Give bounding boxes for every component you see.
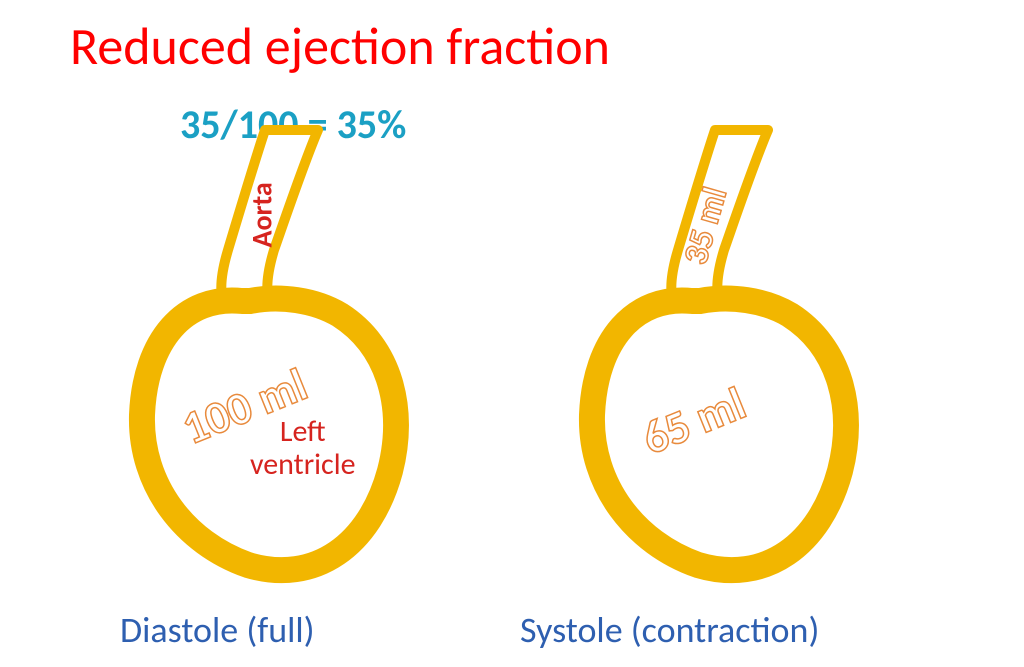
aorta-label: Aorta [245,182,280,247]
diastole-caption: Diastole (full) [120,608,315,652]
ventricle-label-l2: ventricle [250,446,356,483]
ventricle-label-l1: Left [280,413,326,450]
page-title: Reduced ejection fraction [70,14,610,78]
diagram-stage: Reduced ejection fraction 35/100 = 35% A… [0,0,1024,667]
heart-diastole: Aorta 100 ml Left ventricle [90,115,450,585]
heart-systole: 35 ml 65 ml [540,115,900,585]
systole-caption: Systole (contraction) [520,608,819,652]
heart-systole-svg [540,115,900,585]
ventricle-label: Left ventricle [250,415,356,481]
